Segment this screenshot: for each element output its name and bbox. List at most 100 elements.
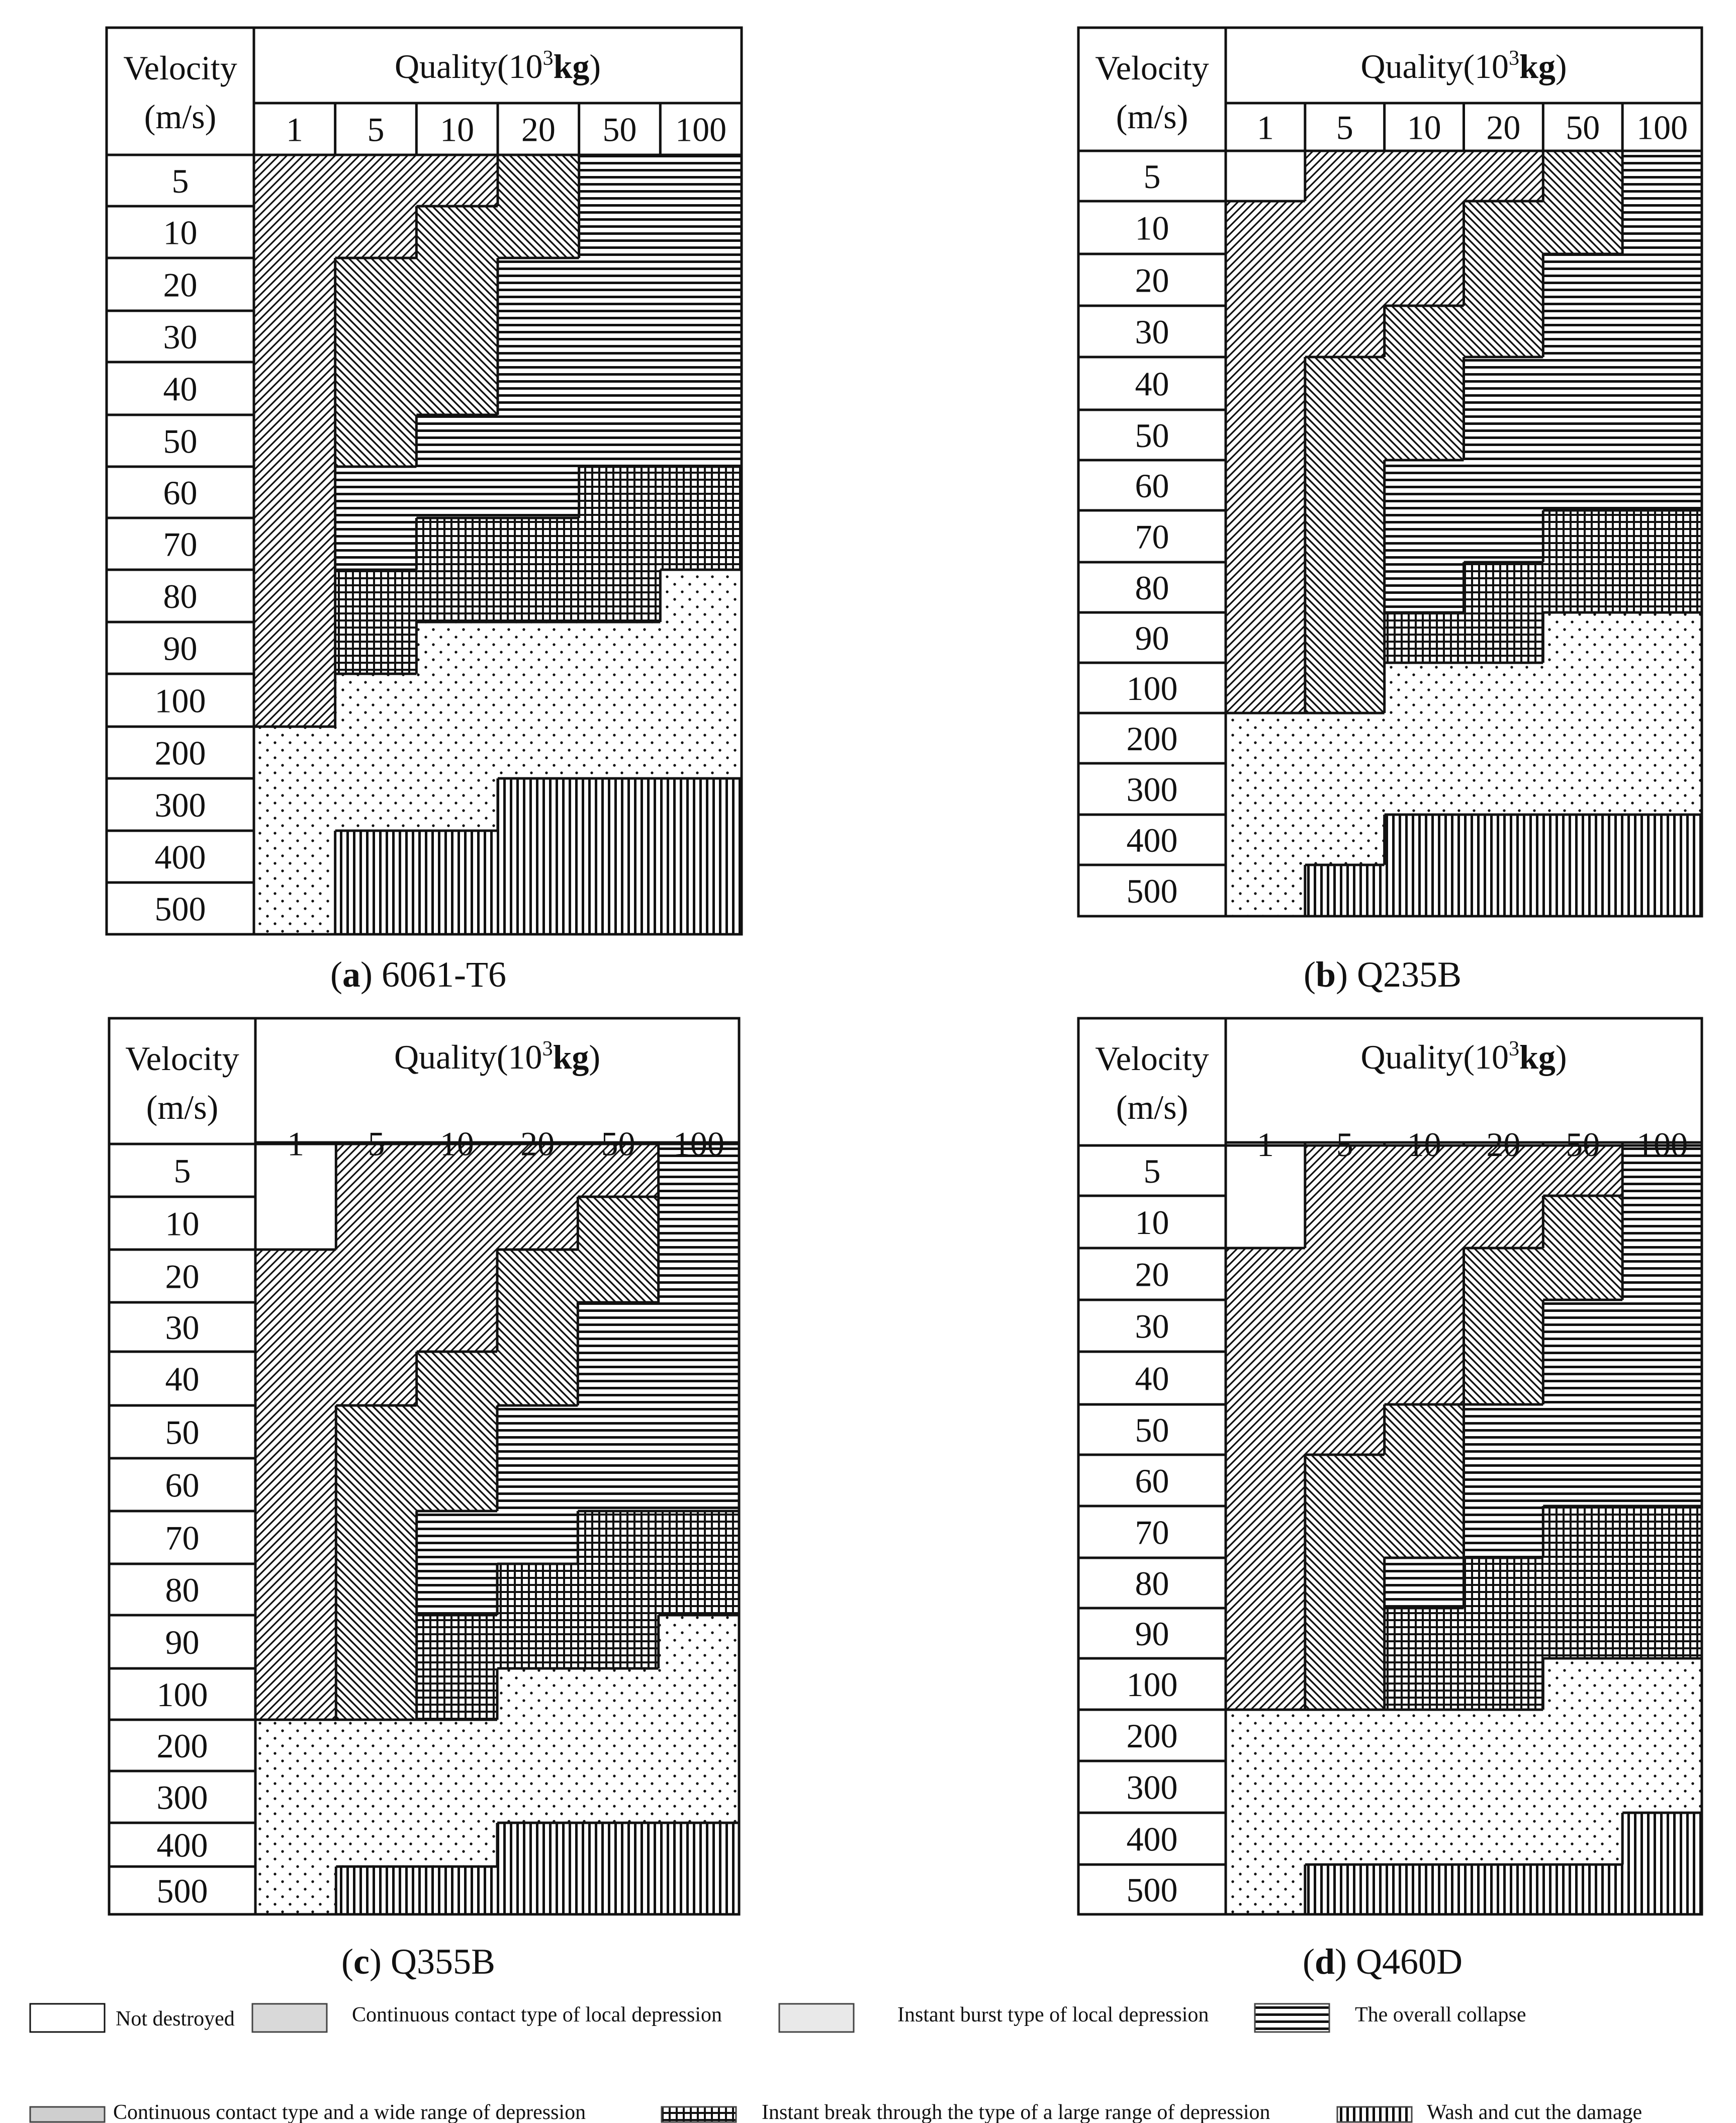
cell-b-v90-m1 (1226, 612, 1306, 663)
cell-b-v50-m100 (1622, 410, 1702, 461)
cell-b-v400-m1 (1226, 815, 1306, 865)
cell-c-v50-m10 (416, 1405, 498, 1459)
legend-swatch-cc (251, 2003, 328, 2033)
velocity-label-b-400: 400 (1127, 821, 1178, 859)
velocity-label-b-60: 60 (1135, 467, 1169, 505)
velocity-label-a-70: 70 (163, 525, 198, 564)
legend-label-none: Not destroyed (116, 2007, 235, 2030)
cell-c-v60-m5 (336, 1458, 417, 1512)
cell-c-v300-m1 (255, 1771, 336, 1823)
cell-b-v10-m1 (1226, 201, 1306, 254)
velocity-label-b-300: 300 (1127, 770, 1178, 809)
cell-b-v20-m1 (1226, 254, 1306, 306)
velocity-label-a-90: 90 (163, 630, 198, 668)
cell-a-v60-m100 (660, 467, 742, 518)
cell-b-v60-m100 (1622, 460, 1702, 511)
cell-c-v90-m10 (416, 1615, 498, 1669)
caption-a: (a) 6061-T6 (330, 954, 506, 995)
cell-c-v400-m50 (578, 1823, 659, 1867)
mass-label-a-10: 10 (440, 111, 474, 149)
cell-b-v60-m1 (1226, 460, 1306, 511)
cell-c-v500-m10 (416, 1867, 498, 1915)
cell-c-v10-m20 (497, 1197, 578, 1250)
velocity-label-b-80: 80 (1135, 569, 1169, 607)
velocity-label-a-20: 20 (163, 266, 198, 304)
cell-a-v90-m5 (335, 622, 417, 674)
cell-d-v200-m10 (1384, 1710, 1465, 1761)
cell-b-v5-m10 (1384, 151, 1465, 202)
cell-b-v70-m1 (1226, 510, 1306, 563)
cell-a-v70-m20 (498, 518, 580, 570)
velocity-label-b-20: 20 (1135, 261, 1169, 300)
velocity-label-a-50: 50 (163, 422, 198, 461)
cell-a-v5-m50 (579, 155, 661, 207)
cell-b-v200-m100 (1622, 713, 1702, 764)
cell-c-v10-m50 (578, 1197, 659, 1250)
cell-a-v5-m10 (416, 155, 498, 207)
cell-b-v100-m1 (1226, 663, 1306, 714)
cell-a-v80-m50 (579, 570, 661, 623)
velocity-label-c-300: 300 (157, 1779, 208, 1817)
region-boundaries-d (1226, 1145, 1702, 1914)
cell-a-v400-m10 (416, 831, 498, 883)
cell-b-v10-m100 (1622, 201, 1702, 254)
cell-a-v60-m10 (416, 467, 498, 518)
velocity-label-d-40: 40 (1135, 1360, 1169, 1398)
cell-c-v200-m1 (255, 1720, 336, 1772)
cell-a-v60-m20 (498, 467, 580, 518)
cell-b-v70-m100 (1622, 510, 1702, 563)
velocity-label-a-400: 400 (155, 838, 206, 876)
cell-b-v20-m5 (1305, 254, 1385, 306)
cell-b-v300-m20 (1464, 763, 1543, 815)
caption-b-letter: b (1316, 954, 1336, 995)
cell-d-v70-m1 (1226, 1506, 1306, 1558)
velocity-label-d-90: 90 (1135, 1615, 1169, 1653)
cell-c-v200-m100 (658, 1720, 740, 1772)
velocity-label-c-20: 20 (165, 1258, 200, 1296)
velocity-label-b-200: 200 (1127, 720, 1178, 758)
cell-c-v200-m10 (416, 1720, 498, 1772)
cell-b-v40-m100 (1622, 357, 1702, 410)
mass-label-a-50: 50 (603, 111, 637, 149)
cell-a-v80-m1 (254, 570, 336, 623)
velocity-header-d: Velocity (1095, 1039, 1209, 1078)
cell-c-v70-m1 (255, 1511, 336, 1564)
mass-label-c-20: 20 (520, 1125, 555, 1163)
velocity-label-d-20: 20 (1135, 1256, 1169, 1294)
velocity-label-c-400: 400 (157, 1826, 208, 1865)
cell-a-v80-m100 (660, 570, 742, 623)
cell-a-v5-m20 (498, 155, 580, 207)
region-boundaries-a (254, 155, 742, 934)
mass-label-b-100: 100 (1636, 109, 1688, 147)
cell-d-v20-m10 (1384, 1248, 1465, 1300)
cell-d-v50-m5 (1305, 1404, 1385, 1455)
cell-b-v300-m50 (1543, 763, 1623, 815)
cell-a-v80-m5 (335, 570, 417, 623)
cell-c-v5-m100 (658, 1144, 740, 1197)
cell-d-v90-m5 (1305, 1608, 1385, 1659)
cell-b-v400-m20 (1464, 815, 1543, 865)
cell-b-v30-m50 (1543, 306, 1623, 358)
cell-a-v50-m100 (660, 415, 742, 467)
cell-b-v10-m20 (1464, 201, 1543, 254)
cell-b-v400-m5 (1305, 815, 1385, 865)
mass-label-d-1: 1 (1257, 1125, 1274, 1164)
velocity-label-c-5: 5 (174, 1152, 191, 1190)
cell-c-v80-m100 (658, 1564, 740, 1616)
cell-c-v40-m1 (255, 1352, 336, 1406)
cell-a-v20-m10 (416, 258, 498, 311)
cell-d-v5-m1 (1226, 1145, 1306, 1196)
cell-d-v20-m20 (1464, 1248, 1543, 1300)
cell-a-v80-m20 (498, 570, 580, 623)
cell-c-v70-m100 (658, 1511, 740, 1564)
cell-d-v200-m20 (1464, 1710, 1543, 1761)
cell-c-v90-m5 (336, 1615, 417, 1669)
mass-label-c-50: 50 (601, 1125, 635, 1163)
velocity-label-a-5: 5 (172, 162, 189, 200)
cell-d-v300-m100 (1622, 1761, 1702, 1813)
cell-d-v500-m100 (1622, 1865, 1702, 1915)
quality-header-b: Quality(103kg) (1360, 47, 1567, 85)
cell-b-v20-m10 (1384, 254, 1465, 306)
cell-d-v40-m50 (1543, 1352, 1623, 1405)
cell-a-v50-m1 (254, 415, 336, 467)
